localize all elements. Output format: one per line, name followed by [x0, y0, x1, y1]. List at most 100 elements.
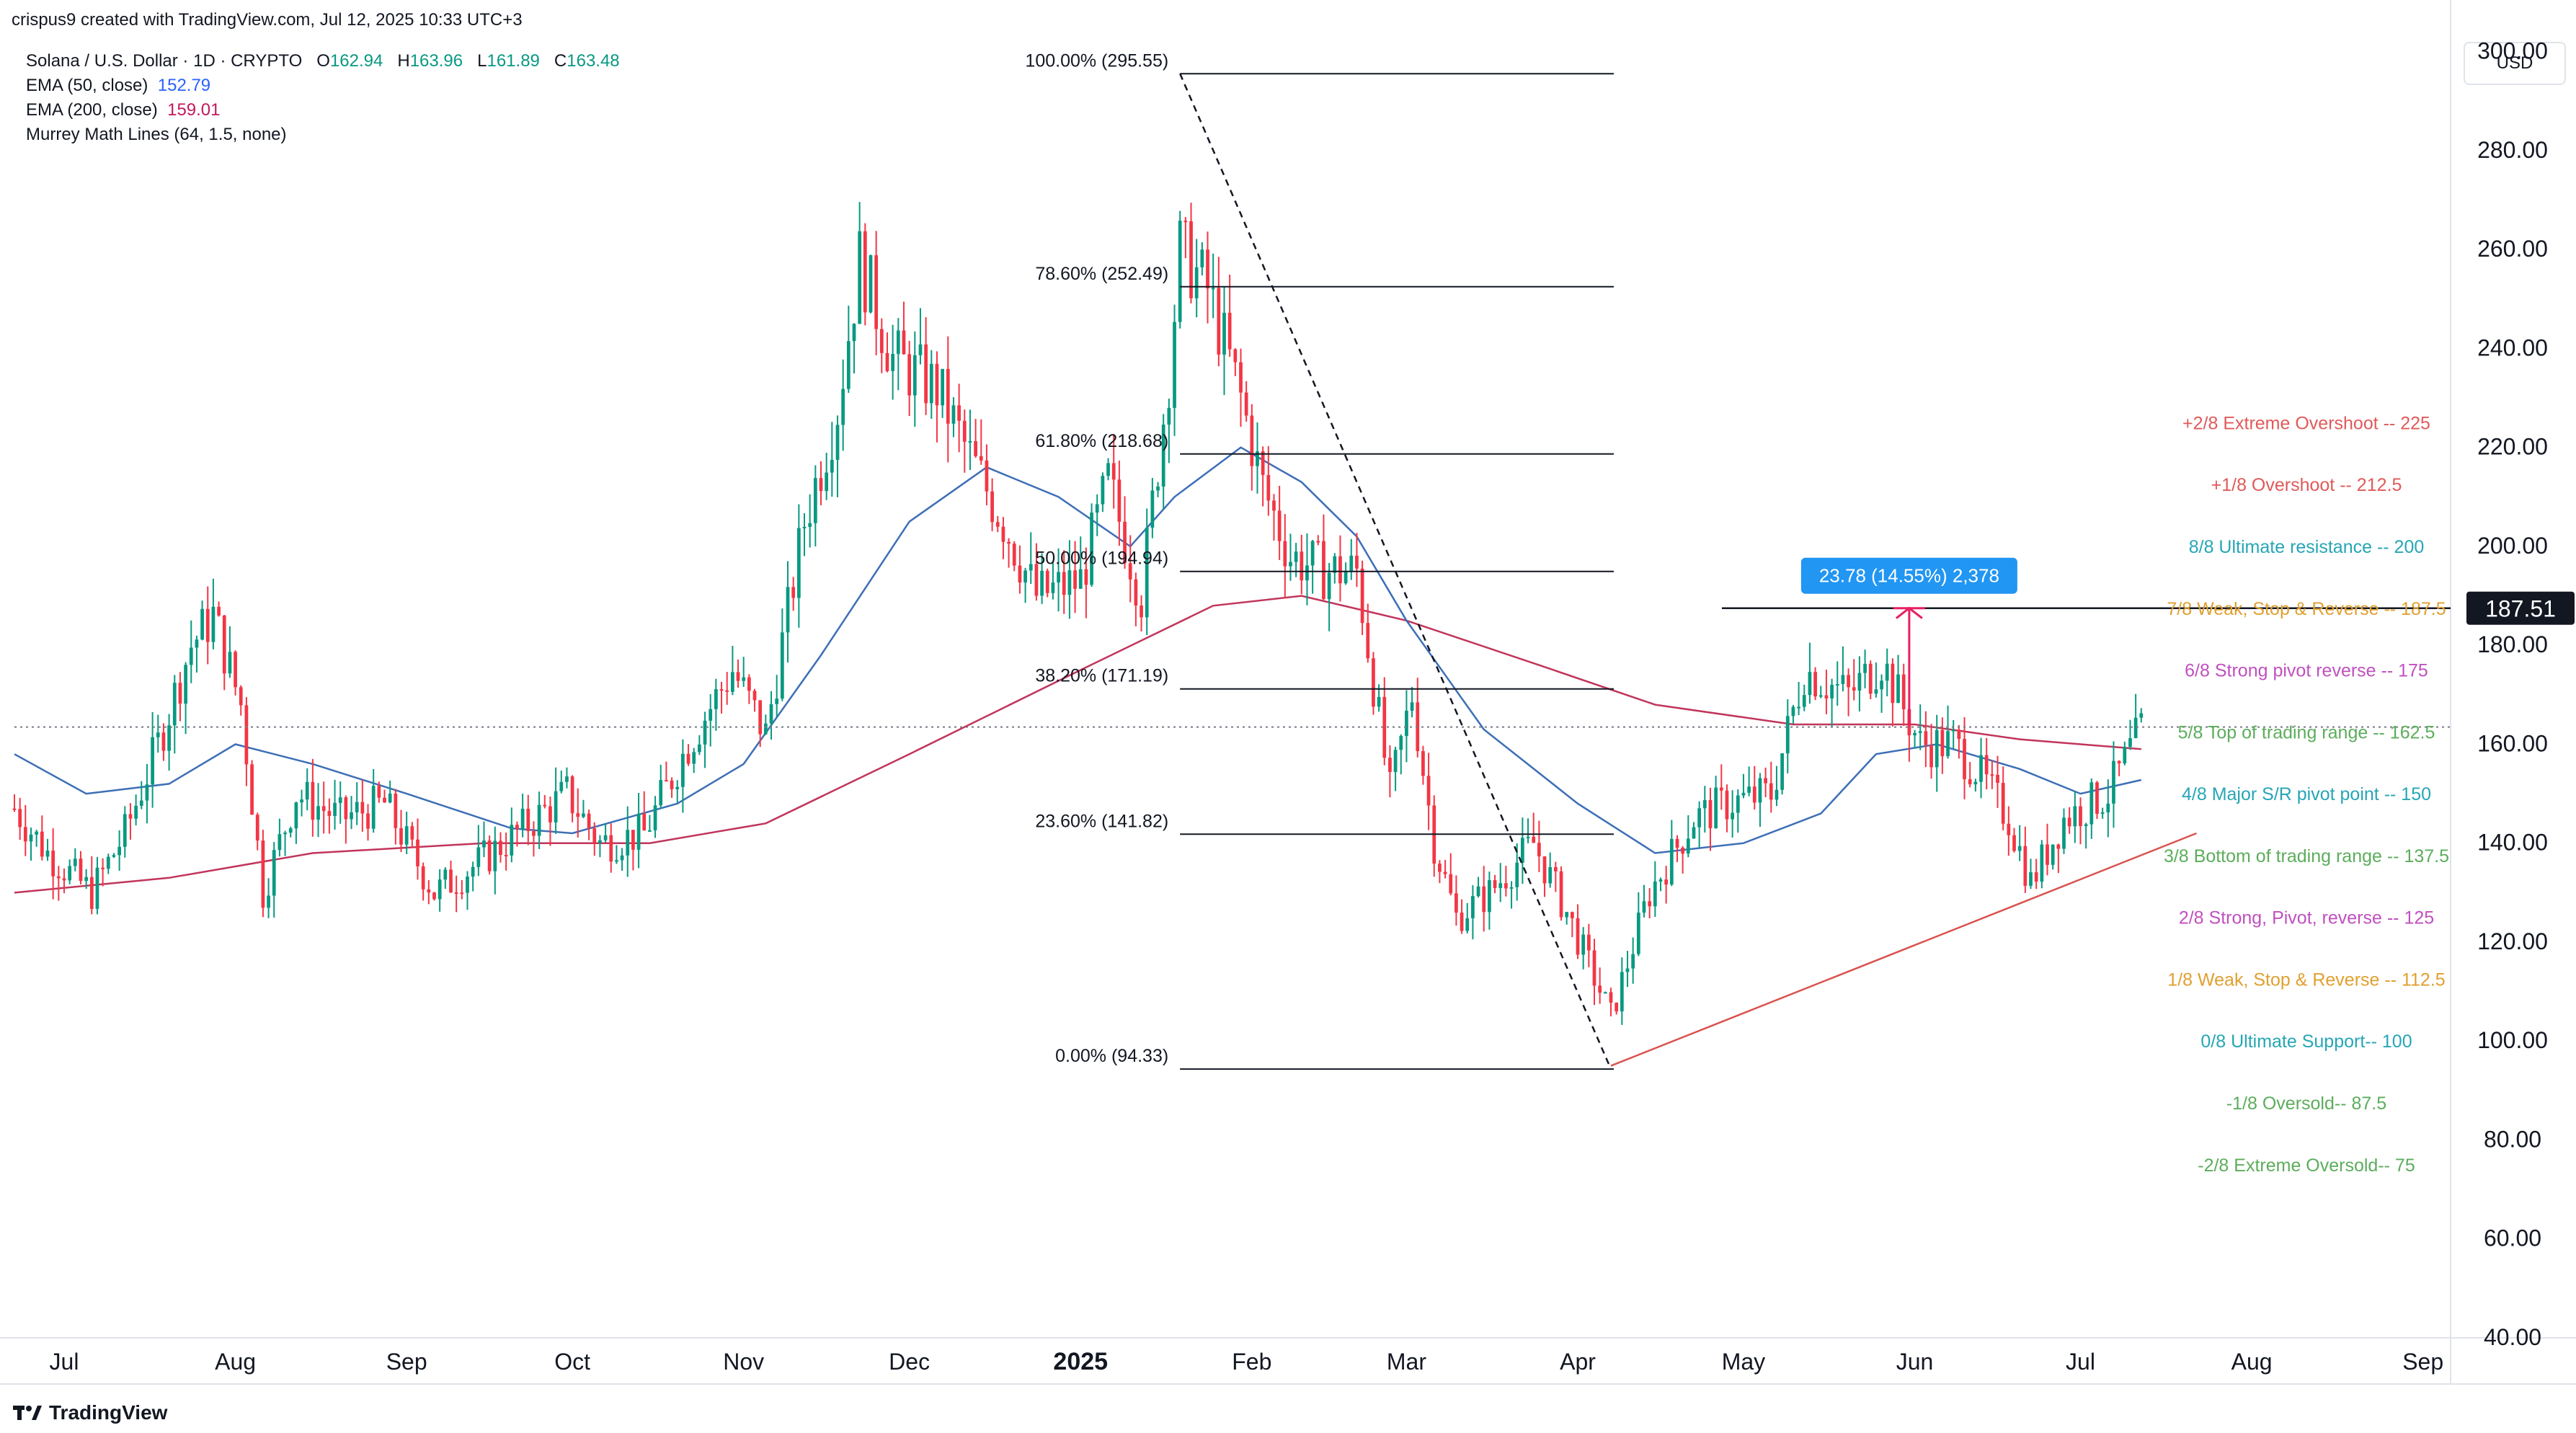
x-tick-label: Jul [2066, 1349, 2095, 1375]
candle [995, 515, 1000, 533]
candle-body [1189, 221, 1193, 298]
candle [2001, 766, 2005, 830]
candle-body [79, 859, 83, 882]
candle [476, 825, 481, 877]
candle [1256, 422, 1259, 494]
candle-body [1785, 716, 1790, 754]
candle [603, 823, 608, 843]
candle [825, 453, 829, 500]
candle-body [775, 698, 779, 704]
candle [709, 693, 713, 747]
candle [879, 318, 884, 373]
candle-body [499, 840, 502, 856]
x-tick-label: 2025 [1053, 1348, 1108, 1375]
candle-body [1261, 451, 1265, 475]
candle [2029, 859, 2033, 889]
candle-body [1073, 570, 1077, 589]
y-tick-label: 60.00 [2484, 1225, 2541, 1251]
candle [2034, 859, 2038, 889]
candle [1393, 746, 1398, 791]
candle [1648, 888, 1652, 919]
candle-body [763, 723, 768, 735]
candle [128, 803, 133, 840]
candle [747, 674, 751, 704]
y-tick-label: 140.00 [2477, 830, 2548, 856]
candle [1521, 817, 1524, 884]
candle-body [1360, 568, 1364, 624]
fib-level-label: 100.00% (295.55) [1025, 50, 1168, 71]
candle [217, 601, 221, 617]
candle-body [719, 689, 724, 691]
indicator-ema200[interactable]: EMA (200, close) 159.01 [26, 98, 620, 123]
candle [2067, 807, 2071, 834]
candle-body [565, 776, 569, 782]
candle-body [665, 780, 668, 782]
candle-body [1852, 687, 1856, 691]
candle [321, 781, 326, 834]
indicator-ema50[interactable]: EMA (50, close) 152.79 [26, 74, 620, 98]
candle [1029, 532, 1033, 585]
candle [1156, 482, 1160, 497]
candle-body [1012, 544, 1016, 566]
candle-body [443, 869, 448, 880]
candle-body [267, 895, 270, 908]
candle-body [1040, 570, 1044, 596]
candle-body [1426, 776, 1431, 806]
candle [2100, 807, 2105, 819]
currency-button[interactable]: USD [2464, 42, 2566, 85]
candle-body [1316, 541, 1320, 543]
candle-body [1731, 812, 1735, 820]
candle [1189, 203, 1193, 303]
candle [730, 646, 734, 696]
candle-body [1023, 570, 1027, 583]
candle-body [1775, 789, 1779, 800]
candle-body [626, 830, 630, 856]
candle-body [532, 830, 536, 836]
candle-body [344, 797, 348, 820]
candle [40, 815, 44, 861]
indicator-murrey[interactable]: Murrey Math Lines (64, 1.5, none) [26, 123, 620, 147]
candle-body [466, 877, 469, 893]
candle-body [1382, 696, 1387, 758]
symbol-row[interactable]: Solana / U.S. Dollar · 1D · CRYPTO O162.… [26, 49, 620, 74]
candle-body [1140, 605, 1143, 618]
candle [2056, 843, 2061, 874]
candle [615, 845, 618, 864]
indicator-label: Murrey Math Lines (64, 1.5, none) [26, 125, 287, 144]
candle [1289, 533, 1292, 581]
candle [333, 779, 337, 830]
candle [1460, 899, 1464, 934]
candle [1603, 991, 1607, 994]
candle-body [350, 812, 353, 820]
candle [631, 830, 635, 871]
candle-body [161, 732, 166, 751]
candle [145, 763, 149, 824]
candle-body [1736, 795, 1740, 813]
candle-body [1896, 674, 1900, 704]
x-tick-label: Sep [2402, 1349, 2443, 1375]
candle [957, 383, 961, 453]
candle-body [1416, 702, 1420, 752]
candle [1586, 923, 1591, 967]
candle-body [1598, 985, 1602, 993]
y-tick-label: 260.00 [2477, 236, 2548, 262]
ohlc-low-label: L [477, 51, 487, 71]
x-tick-label: Sep [386, 1349, 427, 1375]
candle [1620, 957, 1624, 1025]
candle-body [642, 813, 647, 830]
candle-body [1283, 541, 1287, 567]
candle-body [1001, 526, 1005, 542]
murrey-level-label: 3/8 Bottom of trading range -- 137.5 [2164, 846, 2449, 866]
candle-body [1498, 883, 1503, 889]
tradingview-logo[interactable]: TradingView [13, 1401, 167, 1424]
candle [316, 783, 320, 838]
candle [1051, 561, 1055, 600]
candle-body [1532, 836, 1536, 843]
candle-body [383, 797, 386, 803]
candle-body [548, 806, 552, 822]
candle-body [1305, 565, 1309, 581]
candle-body [1901, 674, 1906, 709]
candle-body [510, 825, 514, 856]
candle-body [476, 847, 481, 867]
